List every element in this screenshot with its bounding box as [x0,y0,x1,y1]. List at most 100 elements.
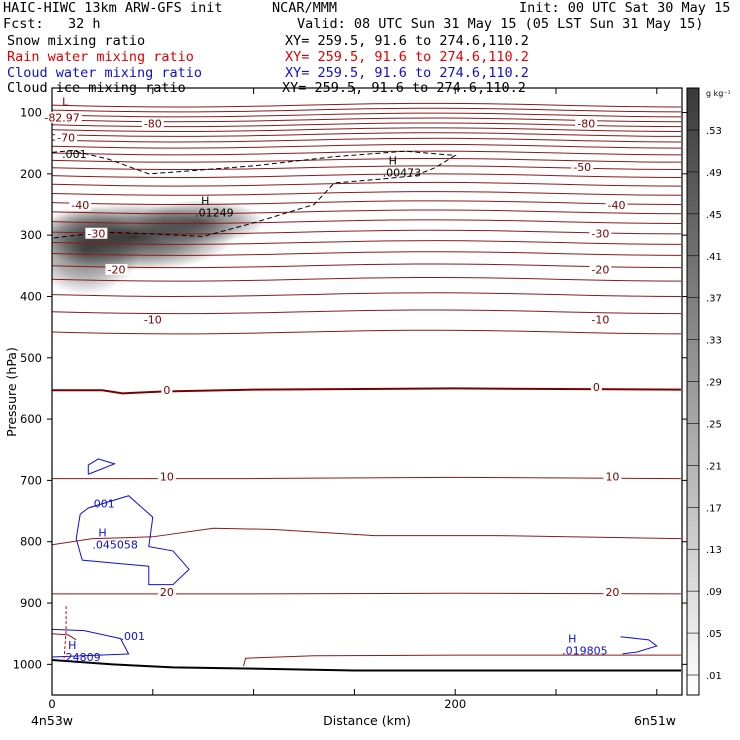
plot-frame [51,87,683,696]
colorbar-tick-label: .41 [706,252,722,263]
init-time: Init: 00 UTC Sat 30 May 15 [519,0,731,16]
temp-label-bg [85,227,108,239]
isotherm-25 [52,633,77,641]
isotherm [52,158,681,163]
temp-label-bg [571,161,594,173]
temp-label: -70 [57,132,75,145]
extremum-marker: H [389,154,397,167]
isotherm [52,132,681,137]
field-xy-rain: XY= 259.5, 91.6 to 274.6,110.2 [285,49,529,65]
temp-label-bg [157,586,176,598]
isotherm [52,329,681,335]
mixing-ratio-contours [52,150,658,659]
field-label-cloud-water: Cloud water mixing ratio [7,65,203,81]
isotherm-25-east [243,654,681,667]
x-tick-label: 0 [48,697,55,711]
y-tick-label: 600 [20,412,42,426]
temp-label-bg [589,227,612,239]
temp-label: -20 [108,263,126,276]
isotherm-10 [52,476,681,480]
rain-water-contour [63,606,67,659]
isotherm-15 [52,527,682,546]
distance-axis: 0 200 [48,88,658,711]
temp-label-bg [157,471,176,483]
temp-label: -10 [591,314,609,327]
colorbar-tick-label: .05 [706,629,722,640]
extremum-value: .045058 [92,539,137,552]
isotherm [52,181,681,187]
isotherm [52,102,681,108]
extremum-marker: H [568,633,576,646]
colorbar-scale [686,87,700,696]
isotherm [52,137,681,143]
field-label-snow: Snow mixing ratio [7,33,146,49]
isotherm [52,112,681,118]
isotherm-zero [52,387,681,395]
isotherm [52,127,681,133]
temp-label-bg [161,384,173,396]
org-label: NCAR/MMM [272,0,338,16]
extremum-value: .24809 [62,651,101,664]
temp-label-bg [105,263,128,275]
cloud-water-contour-east [620,636,658,655]
extremum-value: .00473 [383,166,422,179]
extremum-marker: L [62,96,69,109]
contour-value-label: .001 [62,148,87,161]
cloud-water-contour-main [75,495,190,586]
temp-label: 10 [605,471,619,484]
colorbar-tick-label: .13 [706,545,722,556]
y-tick-label: 100 [20,106,42,120]
temp-label: -40 [607,199,625,212]
colorbar-tick-label: .29 [706,378,722,389]
isotherm [52,173,681,179]
x-axis-title: Distance (km) [323,713,411,728]
contour-value-label: .001 [90,498,115,511]
extremum-marker: H [68,639,76,652]
colorbar-unit: g kg⁻¹ [706,89,731,98]
cloud-water-contour-low [52,628,130,658]
extremum-value: .01249 [195,206,234,219]
forecast-hour: Fcst: 32 h [3,16,101,32]
temp-label-bg [141,314,164,326]
temp-label-bg [603,586,622,598]
isotherm [52,276,681,282]
y-tick-label: 300 [20,228,42,242]
temp-label-bg [55,132,78,144]
isotherm [52,191,681,196]
right-endpoint-label: 6n51w [634,713,676,728]
isotherm [52,107,681,113]
temp-label: -20 [591,263,609,276]
temp-label-bg [575,118,598,130]
colorbar-tick-label: .09 [706,587,722,598]
colorbar-tick-label: .01 [706,671,722,682]
temp-label-bg [589,263,612,275]
colorbar-tick-label: .37 [706,294,722,305]
colorbar-tick-label: .17 [706,503,722,514]
isotherm [52,229,681,235]
temp-label: 0 [163,384,170,397]
temp-label-bg [69,199,92,211]
colorbar-tick-label: .45 [706,210,722,221]
temp-label-bg [141,118,164,130]
y-tick-label: 800 [20,535,42,549]
field-label-rain: Rain water mixing ratio [7,49,194,65]
left-endpoint-label: 4n53w [31,713,73,728]
extremum-marker: H [201,194,209,207]
temp-label-bg [42,111,82,123]
extremum-marker: H [98,527,106,540]
cloud-ice-contour [52,150,457,239]
temp-label: 0 [593,381,600,394]
cloud-water-contour-small [87,458,117,475]
field-xy-cloud-water: XY= 259.5, 91.6 to 274.6,110.2 [285,65,529,81]
isotherm [52,150,681,156]
contour-labels: -82.97 -80 -80 -70 -50 -40 -40 -30 -30 -20 -20 -10 -… [42,96,628,664]
temp-label: -10 [144,314,162,327]
extremum-value: .019805 [562,645,608,658]
colorbar: g kg⁻¹ .53 .49 .45 .41 .37 .33 .29 .25 .21 .17 .13… [686,87,731,696]
valid-time: Valid: 08 UTC Sun 31 May 15 (05 LST Sun … [297,16,704,32]
y-tick-label: 500 [20,351,42,365]
colorbar-tick-label: .25 [706,419,722,430]
temp-label: 10 [160,471,174,484]
y-tick-label: 400 [20,289,42,303]
